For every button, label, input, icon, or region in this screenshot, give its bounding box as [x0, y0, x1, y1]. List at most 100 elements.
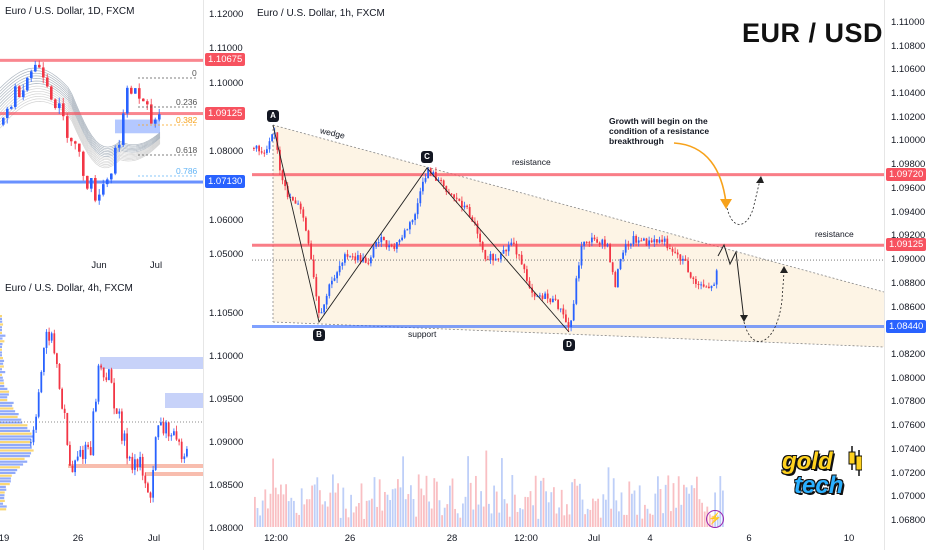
candle-body [684, 258, 687, 261]
candle-body [305, 217, 307, 231]
candle-body [150, 104, 153, 124]
volume-profile-bar [0, 508, 7, 511]
volume-profile-bar [0, 326, 2, 329]
volume-bar [423, 495, 425, 527]
candle-body [2, 117, 5, 125]
candle-body [536, 295, 539, 297]
volume-bar [287, 501, 290, 527]
volume-bar [295, 512, 298, 527]
volume-profile-bar [0, 413, 19, 416]
volume-bar [469, 482, 472, 527]
growth-condition-note: Growth will begin on the condition of a … [609, 116, 710, 146]
candle-body [87, 444, 89, 448]
candle-body [622, 252, 624, 260]
candle-body [175, 431, 178, 440]
volume-profile-bar [0, 452, 32, 455]
volume-bar [384, 491, 386, 527]
four-hour-price-tick: 1.08000 [209, 522, 244, 534]
main-chart-canvas[interactable] [252, 0, 884, 550]
daily-price-tick: 1.08000 [209, 146, 244, 158]
instrument-headline: EUR / USD [742, 18, 884, 48]
candle-body [118, 411, 121, 414]
four-hour-chart-canvas[interactable] [0, 275, 203, 550]
four-hour-price-tick: 1.09500 [209, 393, 244, 405]
volume-bar [358, 502, 360, 527]
volume-bar [376, 506, 378, 527]
candle-body [565, 314, 567, 323]
volume-profile-bar [0, 477, 11, 480]
candle-body [126, 433, 128, 459]
candle-body [152, 469, 154, 498]
candle-body [98, 194, 101, 201]
main-price-axis[interactable]: 1.11000 1.10800 1.10600 1.10400 1.10200 1.100… [884, 0, 932, 550]
candle-body [74, 141, 77, 144]
candle-body [22, 90, 25, 98]
candle-body [292, 196, 294, 201]
candle-body [695, 279, 697, 284]
volume-bar [280, 484, 282, 527]
candle-body [299, 203, 302, 210]
candle-body [609, 244, 611, 263]
flash-icon[interactable]: ⚡ [706, 510, 724, 528]
candle-body [162, 422, 165, 434]
volume-bar [506, 503, 508, 527]
candle-body [54, 99, 57, 108]
daily-chart-title: Euro / U.S. Dollar, 1D, FXCM [5, 6, 135, 17]
candle-body [328, 284, 331, 296]
volume-profile-bar [0, 499, 5, 502]
candle-body [279, 149, 281, 171]
volume-bar [657, 476, 659, 527]
candle-body [596, 239, 598, 243]
candle-body [123, 433, 126, 441]
volume-bar [319, 490, 321, 527]
volume-bar [342, 487, 345, 527]
candle-body [10, 106, 13, 109]
candle-body [35, 416, 37, 430]
candle-body [142, 98, 145, 102]
candle-body [557, 299, 559, 309]
candle-body [271, 134, 273, 142]
volume-bar [579, 483, 581, 527]
daily-price-axis[interactable]: 1.120001.110001.100001.090001.080001.070… [203, 0, 253, 275]
volume-profile-bar [0, 494, 5, 497]
volume-bar [540, 480, 542, 527]
ma-line [0, 93, 161, 164]
four-hour-price-tick: 1.10500 [209, 307, 244, 319]
daily-chart-canvas[interactable] [0, 0, 203, 275]
four-hour-chart-panel[interactable]: Euro / U.S. Dollar, 4h, FXCM 19 26 Jul [0, 275, 203, 550]
candle-body [276, 132, 279, 150]
volume-histogram [254, 450, 724, 527]
candle-body [115, 408, 118, 414]
candle-body [705, 286, 708, 288]
volume-profile-bar [0, 432, 32, 435]
volume-bar [592, 498, 594, 527]
daily-chart-panel[interactable]: Euro / U.S. Dollar, 1D, FXCM 0 0.236 0.382… [0, 0, 203, 275]
candle-body [367, 262, 370, 264]
main-price-tag-resistance: 1.09720 [886, 167, 927, 181]
daily-candles [2, 60, 161, 205]
volume-profile-bar [0, 438, 31, 441]
volume-bar [298, 514, 300, 527]
candle-body [552, 298, 554, 303]
candle-body [37, 392, 40, 417]
candle-body [585, 241, 588, 243]
candle-body [46, 77, 49, 87]
volume-bar [714, 492, 716, 527]
volume-bar [571, 482, 573, 527]
volume-bar [480, 491, 482, 527]
main-price-tick: 1.09000 [891, 254, 926, 266]
main-price-tick: 1.11000 [891, 16, 925, 28]
main-chart-panel[interactable]: Euro / U.S. Dollar, 1h, FXCM wedge resis… [252, 0, 884, 550]
volume-bar [719, 476, 722, 527]
volume-bar [493, 485, 495, 527]
volume-bar [303, 504, 306, 527]
candle-body [157, 425, 160, 438]
four-hour-price-axis[interactable]: 1.10500 1.10000 1.09500 1.09000 1.08500 1.080… [203, 275, 253, 550]
candle-body [325, 295, 328, 305]
candle-body [370, 257, 372, 264]
candle-body [713, 284, 715, 286]
daily-demand-zone [115, 119, 160, 134]
volume-bar [568, 514, 571, 527]
candle-body [653, 239, 656, 243]
volume-bar [685, 487, 688, 527]
